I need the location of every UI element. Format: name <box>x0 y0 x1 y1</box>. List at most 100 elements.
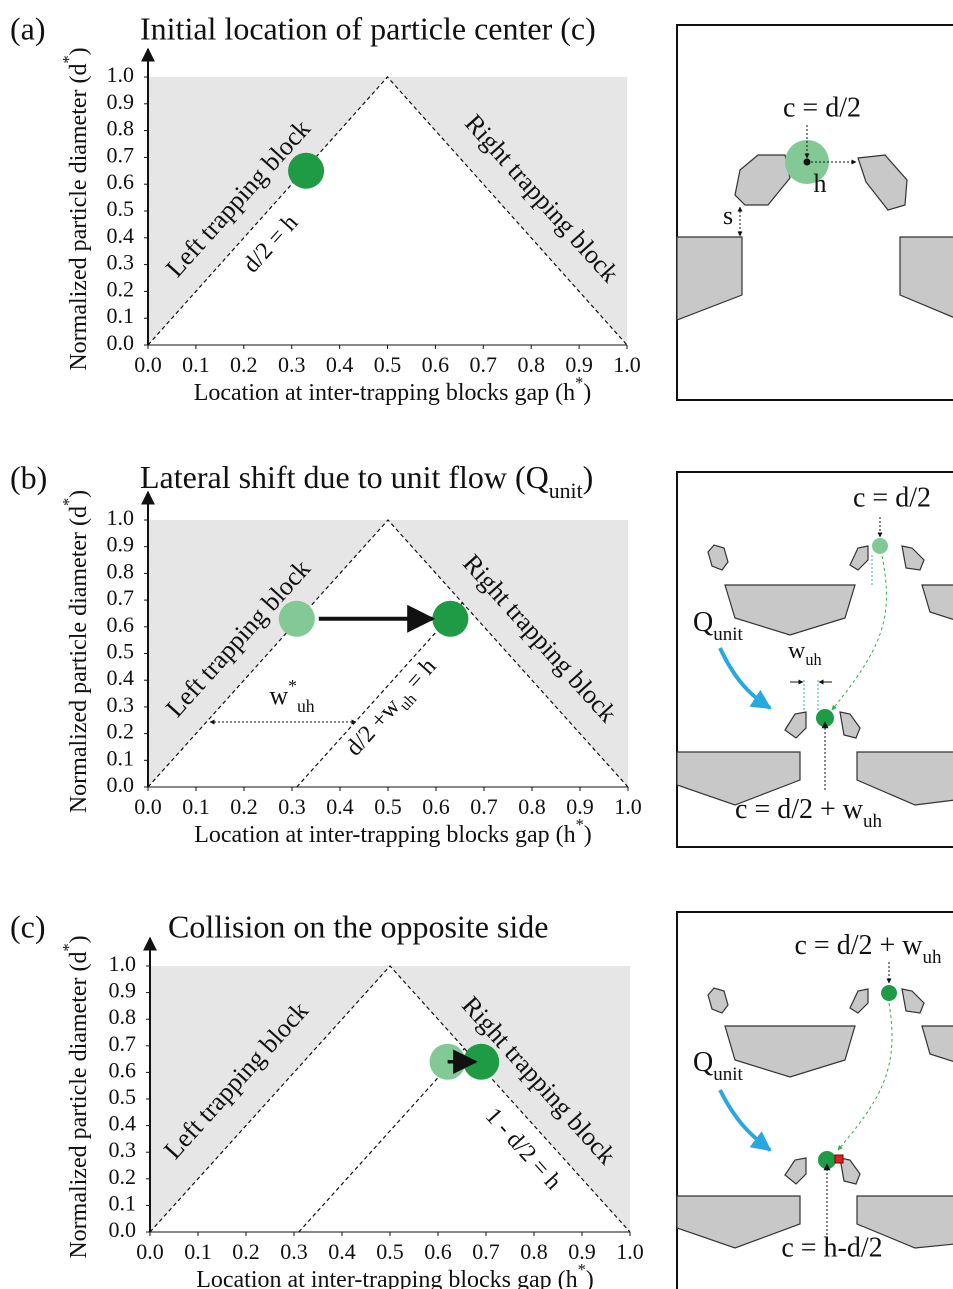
y-tick-label: 1.0 <box>109 951 137 976</box>
y-axis-label-part: * <box>59 943 78 951</box>
chart-title-part: ) <box>583 459 594 495</box>
x-axis-label-part: ) <box>586 1267 594 1289</box>
x-axis-label: Location at inter-trapping blocks gap (h… <box>194 815 592 847</box>
schematic-a <box>677 25 953 400</box>
x-axis-label-part: * <box>576 815 584 834</box>
x-tick-label: 0.7 <box>470 352 498 377</box>
x-tick-label: 0.7 <box>470 794 498 819</box>
x-axis-label: Location at inter-trapping blocks gap (h… <box>194 373 592 405</box>
schematic-label-part: unit <box>713 1064 743 1085</box>
y-tick-label: 0.2 <box>109 1164 137 1189</box>
x-tick-label: 0.8 <box>517 352 545 377</box>
y-axis-label: Normalized particle diameter (d*) <box>59 490 91 813</box>
schematic-label-part: unit <box>713 624 743 645</box>
y-tick-label: 0.0 <box>107 330 135 355</box>
y-tick-label: 0.6 <box>107 169 135 194</box>
schematic-label: c = d/2 <box>783 92 861 123</box>
x-tick-label: 0.0 <box>134 352 162 377</box>
y-tick-label: 0.3 <box>107 692 135 717</box>
x-tick-label: 0.3 <box>280 1239 308 1264</box>
x-tick-label: 0.2 <box>232 1239 260 1264</box>
y-tick-label: 0.2 <box>107 719 135 744</box>
x-tick-label: 0.3 <box>278 352 306 377</box>
x-axis-label: Location at inter-trapping blocks gap (h… <box>196 1260 594 1289</box>
x-tick-label: 0.1 <box>182 794 210 819</box>
x-tick-label: 0.7 <box>472 1239 500 1264</box>
annotation-part: * <box>288 676 297 696</box>
y-tick-label: 0.7 <box>107 142 135 167</box>
chart-title: Collision on the opposite side <box>168 908 548 944</box>
y-tick-label: 1.0 <box>107 505 135 530</box>
particle <box>432 601 468 637</box>
y-tick-label: 0.9 <box>107 532 135 557</box>
x-tick-label: 0.4 <box>326 352 354 377</box>
y-tick-label: 0.5 <box>107 639 135 664</box>
y-tick-label: 0.4 <box>109 1111 137 1136</box>
x-tick-label: 0.5 <box>374 794 402 819</box>
y-tick-label: 0.6 <box>107 612 135 637</box>
x-tick-label: 0.4 <box>326 794 354 819</box>
schematic-label-part: w <box>788 638 806 664</box>
chart-title-part: Lateral shift due to unit flow (Q <box>140 459 549 495</box>
x-tick-label: 0.8 <box>520 1239 548 1264</box>
chart-title-part: unit <box>549 479 583 503</box>
y-tick-label: 0.5 <box>107 196 135 221</box>
x-tick-label: 0.5 <box>376 1239 404 1264</box>
y-tick-label: 0.6 <box>109 1057 137 1082</box>
x-tick-label: 1.0 <box>616 1239 644 1264</box>
y-tick-label: 0.0 <box>109 1217 137 1242</box>
panel-label: (c) <box>10 908 46 944</box>
y-tick-label: 0.4 <box>107 223 135 248</box>
y-tick-label: 0.8 <box>107 558 135 583</box>
y-axis-label: Normalized particle diameter (d*) <box>59 47 91 370</box>
annotation-part: uh <box>297 696 315 716</box>
y-tick-label: 0.1 <box>109 1190 137 1215</box>
x-tick-label: 0.1 <box>184 1239 212 1264</box>
chart-title: Initial location of particle center (c) <box>140 10 596 46</box>
schematic-label: c = d/2 <box>853 482 931 513</box>
y-axis-label-part: Normalized particle diameter (d <box>66 951 92 1258</box>
x-tick-label: 0.0 <box>136 1239 164 1264</box>
y-tick-label: 0.4 <box>107 665 135 690</box>
x-tick-label: 0.2 <box>230 794 258 819</box>
y-tick-label: 0.5 <box>109 1084 137 1109</box>
x-axis-label-part: Location at inter-trapping blocks gap (h <box>194 822 575 848</box>
schematic-label-part: Q <box>693 607 713 638</box>
x-tick-label: 0.3 <box>278 794 306 819</box>
y-tick-label: 0.9 <box>109 978 137 1003</box>
x-axis-label-part: Location at inter-trapping blocks gap (h <box>194 380 575 406</box>
y-tick-label: 1.0 <box>107 62 135 87</box>
schematic-label: h <box>814 169 827 198</box>
y-tick-label: 0.3 <box>107 250 135 275</box>
x-tick-label: 0.6 <box>422 352 450 377</box>
y-tick-label: 0.7 <box>107 585 135 610</box>
schematic-label-part: uh <box>922 947 942 968</box>
x-tick-label: 0.1 <box>182 352 210 377</box>
schematic-label-part: c = d/2 + w <box>735 794 864 825</box>
figure: 0.00.10.20.30.40.50.60.70.80.91.00.00.10… <box>0 0 953 1289</box>
y-axis-label: Normalized particle diameter (d*) <box>59 935 91 1258</box>
schematic-label-part: Q <box>693 1047 713 1078</box>
x-axis-label-part: ) <box>583 380 591 406</box>
chart-title: Lateral shift due to unit flow (Qunit) <box>140 459 593 503</box>
y-tick-label: 0.0 <box>107 772 135 797</box>
x-tick-label: 0.8 <box>518 794 546 819</box>
x-tick-label: 0.6 <box>422 794 450 819</box>
y-tick-label: 0.7 <box>109 1031 137 1056</box>
y-tick-label: 0.2 <box>107 276 135 301</box>
y-axis-label-part: ) <box>66 935 92 943</box>
y-tick-label: 0.3 <box>109 1137 137 1162</box>
panel-label: (a) <box>10 10 46 46</box>
annotation-part: w <box>269 681 288 710</box>
y-tick-label: 0.8 <box>107 116 135 141</box>
y-tick-label: 0.9 <box>107 89 135 114</box>
y-axis-label-part: ) <box>66 490 92 498</box>
x-axis-label-part: ) <box>584 822 592 848</box>
schematic-label-part: c = d/2 + w <box>794 930 923 961</box>
schematic-label-part: uh <box>863 811 883 832</box>
y-axis-label-part: Normalized particle diameter (d <box>66 506 92 813</box>
x-tick-label: 0.0 <box>134 794 162 819</box>
x-axis-label-part: * <box>578 1260 586 1279</box>
schematic-label-part: uh <box>805 650 821 669</box>
y-axis-label-part: Normalized particle diameter (d <box>66 63 92 370</box>
